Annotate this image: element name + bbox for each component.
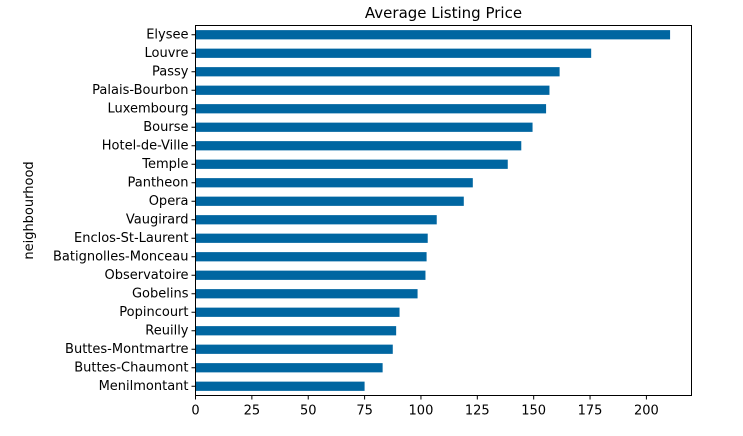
y-tick-label: Vaugirard — [126, 212, 189, 227]
y-tick-label: Louvre — [145, 46, 189, 61]
bar-batignolles-monceau — [195, 252, 427, 262]
y-tick-label: Gobelins — [132, 286, 189, 301]
x-ticks: 0 25 50 75 100 125 150 175 200 — [191, 395, 659, 419]
bar-hotel-de-ville — [195, 141, 522, 151]
bar-elysee — [195, 30, 671, 40]
y-tick-label: Reuilly — [145, 323, 189, 338]
y-tick-label: Hotel-de-Ville — [102, 138, 189, 153]
y-tick-label: Buttes-Chaumont — [74, 360, 188, 375]
x-tick-label: 50 — [300, 404, 317, 419]
bar-pantheon — [195, 178, 473, 188]
x-tick-label: 25 — [244, 404, 261, 419]
y-tick-label: Temple — [141, 157, 188, 172]
bar-enclos-st-laurent — [195, 233, 428, 243]
bar-menilmontant — [195, 381, 365, 391]
x-tick-label: 125 — [465, 404, 490, 419]
bar-vaugirard — [195, 215, 437, 225]
y-tick-label: Enclos-St-Laurent — [74, 231, 189, 246]
y-tick-label: Popincourt — [119, 305, 188, 320]
chart-title: Average Listing Price — [365, 4, 522, 22]
y-tick-label: Menilmontant — [99, 379, 189, 394]
y-tick-label: Palais-Bourbon — [92, 83, 188, 98]
x-tick-label: 75 — [356, 404, 373, 419]
x-tick-label: 175 — [578, 404, 603, 419]
y-tick-label: Observatoire — [105, 268, 189, 283]
x-tick-label: 100 — [409, 404, 434, 419]
bars-group — [195, 30, 671, 391]
plot-frame — [195, 25, 692, 396]
bar-observatoire — [195, 270, 426, 280]
bar-buttes-montmartre — [195, 344, 393, 354]
y-tick-label: Passy — [152, 64, 189, 79]
y-tick-label: Elysee — [146, 27, 188, 42]
x-tick-label: 200 — [634, 404, 659, 419]
bar-temple — [195, 159, 508, 169]
bar-luxembourg — [195, 104, 547, 114]
x-tick-label: 0 — [191, 404, 199, 419]
bar-popincourt — [195, 307, 400, 317]
bar-palais-bourbon — [195, 85, 550, 95]
bar-louvre — [195, 48, 592, 58]
y-tick-label: Buttes-Montmartre — [65, 342, 188, 357]
x-tick-label: 150 — [521, 404, 546, 419]
bar-buttes-chaumont — [195, 363, 383, 373]
bar-opera — [195, 196, 464, 206]
y-tick-label: Luxembourg — [107, 101, 188, 116]
bar-passy — [195, 67, 560, 77]
y-tick-label: Bourse — [143, 120, 188, 135]
bar-reuilly — [195, 326, 397, 336]
y-tick-label: Pantheon — [128, 175, 189, 190]
y-axis-label: neighbourhood — [22, 161, 37, 259]
bar-gobelins — [195, 289, 418, 299]
y-tick-labels: Elysee Louvre Passy Palais-Bourbon Luxembour… — [53, 27, 196, 394]
bar-bourse — [195, 122, 533, 132]
y-tick-label: Batignolles-Monceau — [53, 249, 188, 264]
y-tick-label: Opera — [149, 194, 189, 209]
